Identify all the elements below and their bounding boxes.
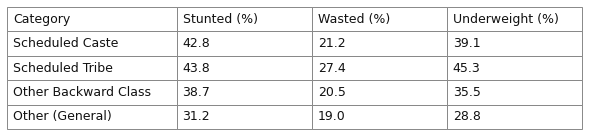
Text: Category: Category	[13, 13, 70, 26]
Text: Other (General): Other (General)	[13, 110, 112, 123]
Bar	[7, 31, 177, 56]
Text: 28.8: 28.8	[453, 110, 481, 123]
Text: 35.5: 35.5	[453, 86, 481, 99]
Bar	[177, 105, 312, 129]
Text: 31.2: 31.2	[183, 110, 210, 123]
Bar	[447, 7, 582, 31]
Bar	[312, 31, 447, 56]
Bar	[447, 105, 582, 129]
Text: Scheduled Caste: Scheduled Caste	[13, 37, 118, 50]
Text: 39.1: 39.1	[453, 37, 481, 50]
Text: 43.8: 43.8	[183, 61, 210, 75]
Text: Underweight (%): Underweight (%)	[453, 13, 558, 26]
Bar	[312, 80, 447, 105]
Text: 42.8: 42.8	[183, 37, 210, 50]
Text: 19.0: 19.0	[317, 110, 345, 123]
Bar	[177, 31, 312, 56]
Text: 20.5: 20.5	[317, 86, 346, 99]
Text: Other Backward Class: Other Backward Class	[13, 86, 151, 99]
Bar	[312, 105, 447, 129]
Text: 27.4: 27.4	[317, 61, 345, 75]
Text: 38.7: 38.7	[183, 86, 210, 99]
Bar	[312, 7, 447, 31]
Text: Scheduled Tribe: Scheduled Tribe	[13, 61, 113, 75]
Bar	[177, 7, 312, 31]
Bar	[7, 105, 177, 129]
Bar	[7, 80, 177, 105]
Text: Wasted (%): Wasted (%)	[317, 13, 390, 26]
Bar	[447, 56, 582, 80]
Text: 21.2: 21.2	[317, 37, 345, 50]
Bar	[312, 56, 447, 80]
Bar	[177, 80, 312, 105]
Text: 45.3: 45.3	[453, 61, 481, 75]
Bar	[177, 56, 312, 80]
Bar	[7, 56, 177, 80]
Bar	[447, 80, 582, 105]
Text: Stunted (%): Stunted (%)	[183, 13, 257, 26]
Bar	[447, 31, 582, 56]
Bar	[7, 7, 177, 31]
